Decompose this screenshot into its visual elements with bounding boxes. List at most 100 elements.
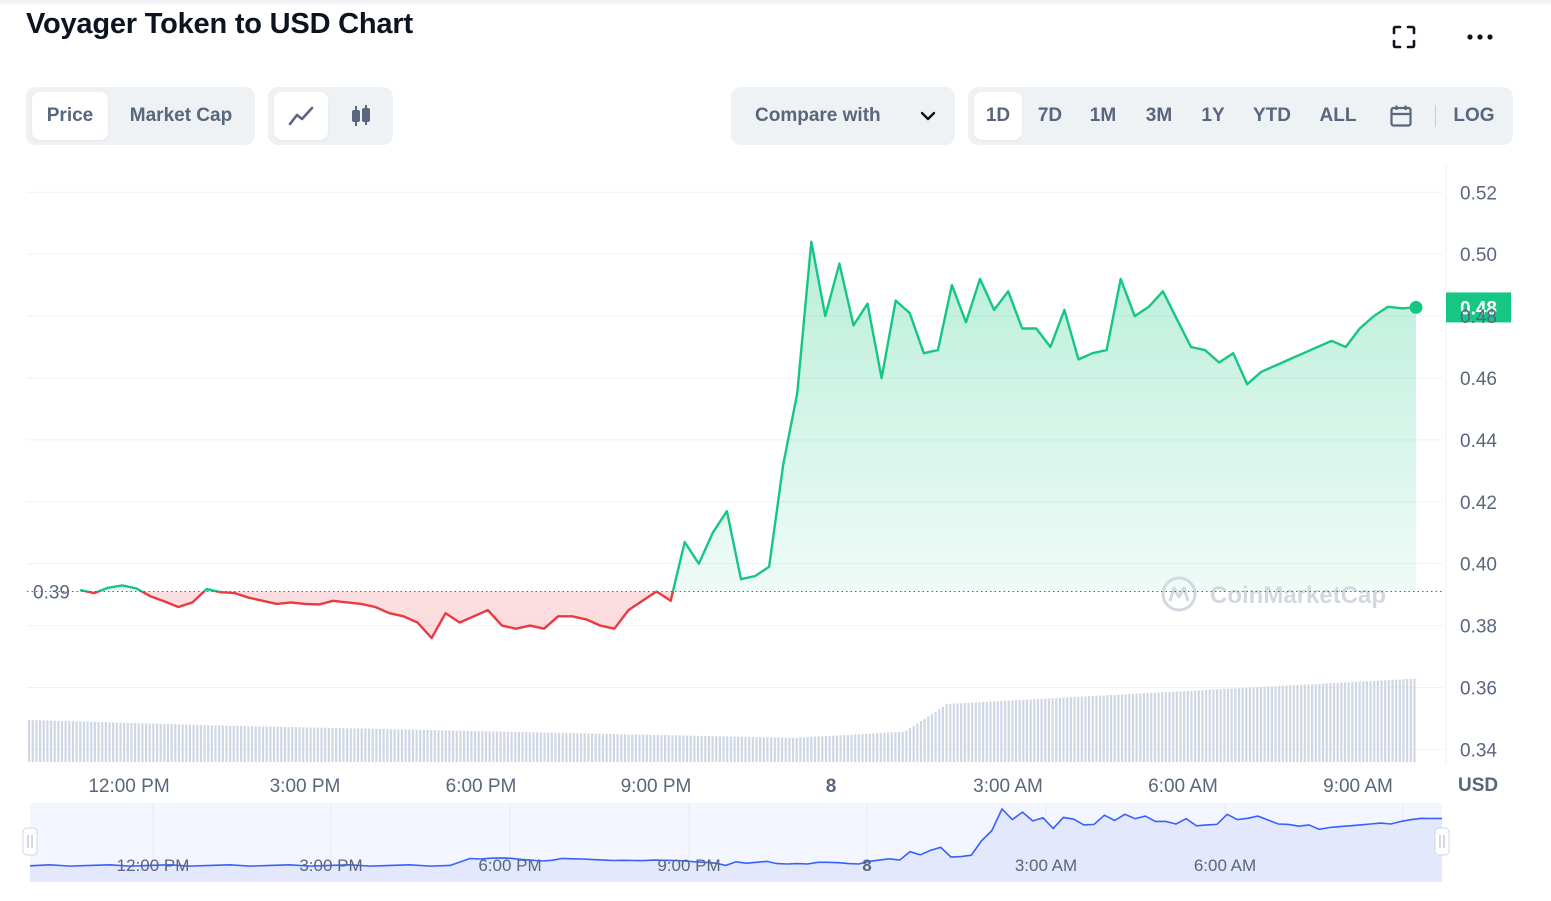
volume-bar <box>1395 679 1398 762</box>
volume-bar <box>229 725 232 762</box>
volume-bar <box>722 736 725 762</box>
volume-bar <box>572 733 575 762</box>
price-line <box>79 240 1417 640</box>
x-tick-label: 8 <box>826 776 837 797</box>
range-7d[interactable]: 7D <box>1037 105 1063 126</box>
volume-bar <box>1014 700 1018 762</box>
navigator-tick-label: 6:00 AM <box>1194 856 1256 875</box>
price-tab[interactable]: Price <box>32 92 108 140</box>
volume-bar <box>971 702 974 762</box>
x-tick-label: 9:00 AM <box>1323 776 1393 797</box>
volume-bar <box>488 731 491 762</box>
volume-bar <box>115 722 118 762</box>
volume-bar <box>1230 688 1233 762</box>
volume-bar <box>865 733 868 762</box>
volume-bar <box>93 721 96 762</box>
volume-bar <box>711 736 714 762</box>
x-tick-label: 9:00 PM <box>621 776 692 797</box>
candlestick-chart-button[interactable] <box>334 92 388 140</box>
log-scale-toggle[interactable]: LOG <box>1453 105 1495 126</box>
volume-bar <box>123 722 126 762</box>
volume-bar <box>203 725 206 762</box>
volume-bar <box>327 727 330 762</box>
volume-bar <box>565 733 568 762</box>
volume-bar <box>934 711 937 762</box>
y-tick-label: 0.42 <box>1460 493 1497 514</box>
volume-bar <box>795 737 798 762</box>
volume-bar <box>141 723 144 762</box>
volume-bar <box>210 725 213 762</box>
volume-bar <box>777 737 780 762</box>
compare-with-label: Compare with <box>755 105 881 126</box>
volume-bar <box>280 726 283 762</box>
volume-bar <box>664 735 667 762</box>
range-ytd[interactable]: YTD <box>1253 105 1291 126</box>
volume-bar <box>144 723 148 762</box>
volume-bar <box>342 728 345 762</box>
volume-bar <box>828 735 831 762</box>
volume-bar <box>941 706 945 762</box>
range-1m[interactable]: 1M <box>1089 105 1117 126</box>
volume-bar <box>1259 686 1263 762</box>
range-all[interactable]: ALL <box>1319 105 1357 126</box>
volume-bar <box>894 732 897 762</box>
volume-bar <box>1296 685 1299 762</box>
x-tick-label: 3:00 AM <box>973 776 1043 797</box>
volume-bar <box>510 731 513 762</box>
volume-bar <box>108 722 111 762</box>
volume-bar <box>952 703 955 762</box>
volume-bar <box>1124 694 1127 762</box>
volume-bar <box>886 732 890 762</box>
volume-bar <box>1073 697 1076 762</box>
volume-bar <box>583 733 586 762</box>
volume-bar <box>462 730 466 762</box>
volume-bar <box>250 726 254 762</box>
volume-bar <box>214 725 217 762</box>
volume-bar <box>901 731 904 762</box>
line-chart-icon <box>288 106 314 126</box>
volume-bar <box>740 736 743 762</box>
currency-axis-label: USD <box>1458 775 1498 796</box>
volume-bar <box>57 720 60 762</box>
volume-bar <box>349 728 352 762</box>
range-1y[interactable]: 1Y <box>1201 105 1225 126</box>
volume-bar <box>1179 691 1182 762</box>
volume-bar <box>850 734 853 762</box>
fullscreen-icon[interactable] <box>1387 20 1421 54</box>
volume-bar <box>1047 698 1051 762</box>
volume-bar <box>780 737 784 762</box>
volume-bar <box>163 723 166 762</box>
volume-bar <box>397 729 400 762</box>
range-navigator[interactable]: 12:00 PM 3:00 PM 6:00 PM 9:00 PM 8 3:00 AM 6:0… <box>22 803 1450 882</box>
date-range-button[interactable] <box>1378 92 1424 140</box>
volume-bar <box>225 725 228 762</box>
range-3m[interactable]: 3M <box>1145 105 1173 126</box>
volume-bar <box>155 723 159 762</box>
volume-bar <box>71 721 75 762</box>
compare-with-dropdown[interactable]: Compare with <box>731 87 955 145</box>
volume-bar <box>696 735 700 762</box>
volume-bar <box>444 730 447 762</box>
volume-bar <box>404 729 407 762</box>
range-divider <box>1435 105 1436 127</box>
y-tick-label: 0.44 <box>1460 431 1497 452</box>
more-options-icon[interactable] <box>1463 20 1497 54</box>
volume-bar <box>1318 683 1321 762</box>
volume-bar <box>1373 680 1376 762</box>
volume-bar <box>302 727 305 762</box>
volume-bar <box>437 730 440 762</box>
volume-bar <box>38 720 42 762</box>
page-title: Voyager Token to USD Chart <box>26 8 413 40</box>
navigator-right-handle[interactable] <box>1434 827 1450 856</box>
navigator-left-handle[interactable] <box>22 827 38 856</box>
volume-bar <box>375 728 378 762</box>
line-chart-button[interactable] <box>274 92 328 140</box>
market-cap-tab[interactable]: Market Cap <box>129 105 233 126</box>
volume-bar <box>645 734 648 762</box>
up-area <box>80 241 1416 592</box>
volume-bar <box>1000 701 1003 762</box>
volume-bar <box>682 735 685 762</box>
range-1d[interactable]: 1D <box>974 92 1022 140</box>
volume-bar <box>543 732 546 762</box>
